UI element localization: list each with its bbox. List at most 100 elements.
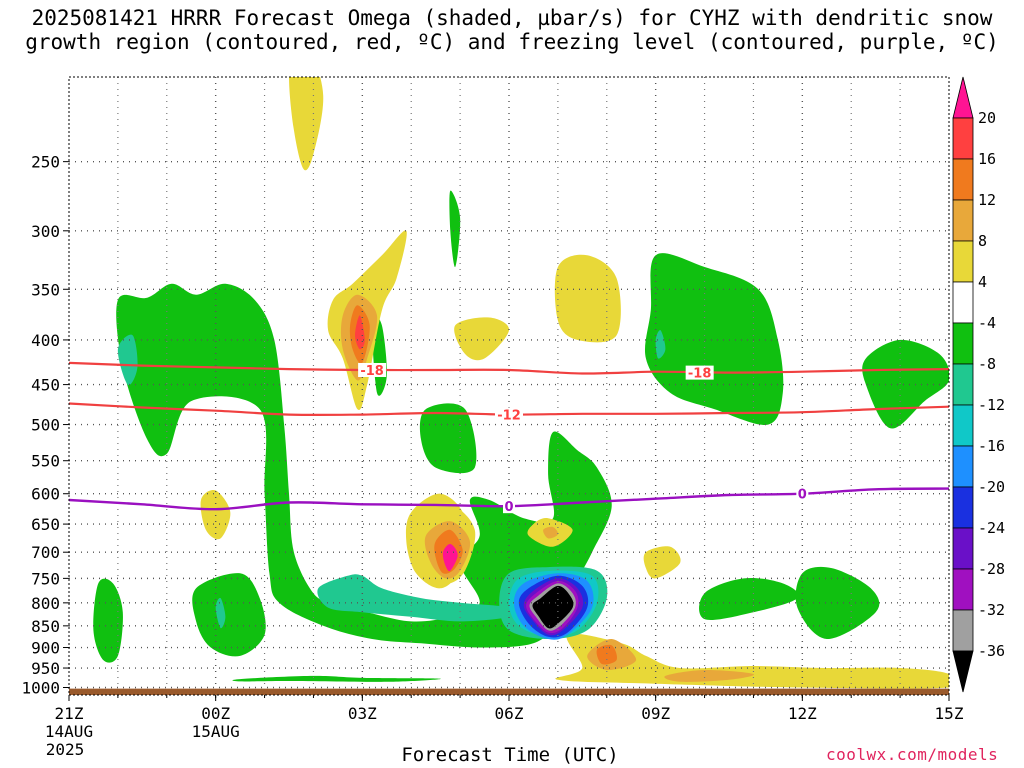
colorbar-label-13: -36	[978, 642, 1005, 660]
pressure-tick-label-900: 900	[31, 639, 60, 658]
colorbar-label-9: -20	[978, 478, 1005, 496]
omega-region-18	[643, 546, 681, 579]
time-tick-label-6: 15Z	[935, 704, 964, 723]
time-tick-label-5: 12Z	[788, 704, 817, 723]
title-line-2: growth region (contoured, red, ºC) and f…	[25, 30, 999, 54]
pressure-tick-label-500: 500	[31, 416, 60, 435]
omega-region-34	[655, 330, 666, 359]
colorbar-swatch-12	[952, 568, 974, 611]
pressure-tick-label-250: 250	[31, 153, 60, 172]
omega-region-0	[116, 283, 612, 648]
colorbar-label-6: -8	[978, 355, 996, 373]
omega-region-14	[554, 254, 621, 343]
pressure-tick-label-650: 650	[31, 515, 60, 534]
contour-label-0: -18	[360, 364, 384, 379]
omega-region-10	[232, 675, 441, 682]
pressure-tick-label-450: 450	[31, 376, 60, 395]
omega-region-22	[596, 644, 618, 665]
contour-label-bg-1	[495, 407, 523, 422]
colorbar-swatch-4	[952, 240, 974, 283]
omega-region-31	[317, 574, 516, 622]
colorbar-label-11: -28	[978, 560, 1005, 578]
pressure-tick-label-700: 700	[31, 543, 60, 562]
chart-title: 2025081421 HRRR Forecast Omega (shaded, …	[0, 6, 1024, 54]
omega-region-4	[862, 339, 949, 429]
omega-region-35	[215, 597, 226, 629]
contour-label-3: 0	[504, 500, 513, 515]
omega-shading	[93, 77, 949, 689]
pressure-axis: 250 300 350 400 450 500 550 600 650 700 750 800 850 9…	[21, 153, 69, 697]
credit-link[interactable]: coolwx.com/models	[826, 745, 999, 764]
pressure-tick-label-850: 850	[31, 617, 60, 636]
contour-label-bg-2	[685, 365, 714, 380]
colorbar-label-1: 16	[978, 150, 996, 168]
pressure-tick-label-750: 750	[31, 569, 60, 588]
contour-label-bg-4	[796, 486, 809, 501]
pressure-tick-label-950: 950	[31, 659, 60, 678]
colorbar-swatch-14	[952, 650, 974, 693]
colorbar-label-12: -32	[978, 601, 1005, 619]
colorbar-swatch-1	[952, 117, 974, 160]
colorbar-label-8: -16	[978, 437, 1005, 455]
omega-region-19	[555, 633, 949, 689]
omega-region-20	[664, 669, 755, 682]
pressure-tick-label-800: 800	[31, 594, 60, 613]
omega-region-33	[117, 334, 138, 386]
colorbar-label-4: 4	[978, 273, 987, 291]
omega-region-2	[93, 578, 123, 663]
colorbar-label-7: -12	[978, 396, 1005, 414]
time-tick-label-3: 06Z	[495, 704, 524, 723]
contour-label-1: -12	[497, 409, 521, 424]
pressure-tick-label-550: 550	[31, 452, 60, 471]
omega-region-8	[419, 403, 477, 474]
omega-region-3	[644, 253, 784, 425]
ground-surface	[69, 688, 949, 695]
colorbar-swatch-5	[952, 281, 974, 324]
colorbar-swatch-13	[952, 609, 974, 652]
grid-lines	[69, 77, 949, 695]
contour-label-bg-3	[503, 499, 515, 514]
pressure-tick-label-350: 350	[31, 280, 60, 299]
omega-colorbar: 20 16 12 8 4 -4 -8 -12 -16 -20 -24 -28 -32 -36	[952, 76, 1005, 693]
time-tick-label-2: 03Z	[348, 704, 377, 723]
contour-label-4: 0	[798, 488, 807, 503]
colorbar-swatch-3	[952, 199, 974, 242]
time-tick-label-1: 00Z	[201, 704, 230, 723]
contour-label-bg-0	[358, 362, 387, 377]
colorbar-swatch-11	[952, 527, 974, 570]
omega-region-5	[699, 577, 799, 620]
title-line-1: 2025081421 HRRR Forecast Omega (shaded, …	[31, 6, 993, 30]
time-tick-year-0: 2025	[46, 740, 85, 759]
omega-region-1	[192, 573, 266, 657]
time-tick-label-0: 21Z	[55, 704, 84, 723]
pressure-tick-label-600: 600	[31, 485, 60, 504]
contour-label-2: -18	[688, 367, 712, 382]
pressure-tick-label-300: 300	[31, 222, 60, 241]
colorbar-label-5: -4	[978, 314, 996, 332]
omega-region-13	[454, 317, 510, 361]
colorbar-label-0: 20	[978, 109, 996, 127]
time-tick-date-1: 15AUG	[192, 722, 240, 741]
omega-region-42	[532, 585, 574, 629]
colorbar-swatch-0	[952, 76, 974, 119]
colorbar-swatch-2	[952, 158, 974, 201]
time-tick-date-0: 14AUG	[45, 722, 93, 741]
pressure-tick-label-400: 400	[31, 331, 60, 350]
colorbar-swatch-6	[952, 322, 974, 365]
x-axis-title: Forecast Time (UTC)	[401, 744, 619, 766]
omega-region-15	[200, 490, 231, 540]
time-tick-label-4: 09Z	[641, 704, 670, 723]
omega-region-29	[442, 543, 458, 572]
colorbar-label-2: 12	[978, 191, 996, 209]
colorbar-swatch-10	[952, 486, 974, 529]
colorbar-swatch-9	[952, 445, 974, 488]
colorbar-swatch-8	[952, 404, 974, 447]
temperature-contours: -18 -12 -18 0 0	[69, 361, 949, 515]
omega-region-30	[543, 526, 559, 539]
pressure-tick-label-1000: 1000	[21, 678, 60, 697]
colorbar-label-10: -24	[978, 519, 1005, 537]
colorbar-swatch-7	[952, 363, 974, 406]
omega-region-11	[289, 77, 324, 171]
